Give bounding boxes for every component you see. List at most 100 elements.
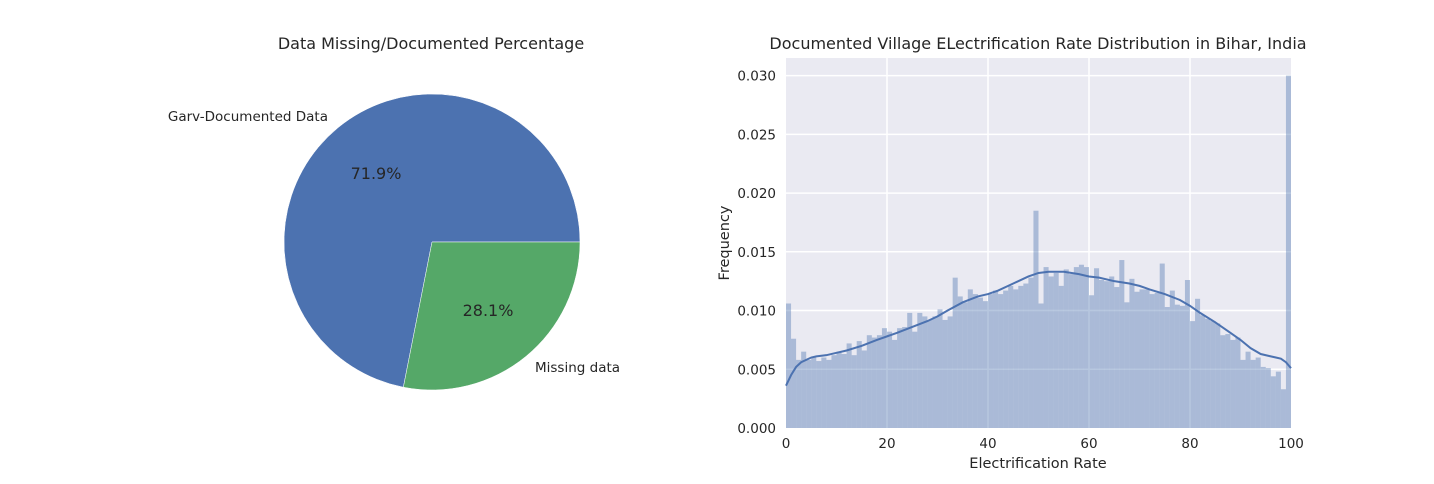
histogram-bar <box>1205 318 1211 428</box>
histogram-bar <box>1220 335 1226 428</box>
histogram-bar <box>1134 291 1140 428</box>
histogram-bar <box>851 355 857 428</box>
histogram-bar <box>811 357 817 428</box>
histogram-bar <box>1008 285 1014 428</box>
histogram-bar <box>1159 263 1165 428</box>
histogram-bar <box>902 326 908 428</box>
histogram-bar <box>982 301 988 428</box>
plot-area <box>786 58 1291 428</box>
y-tick-label: 0.030 <box>737 69 776 85</box>
histogram-bar <box>856 341 862 428</box>
histogram-bar <box>816 361 822 428</box>
histogram-bar <box>796 359 802 428</box>
histogram-bar <box>836 351 842 428</box>
pie-title: Data Missing/Documented Percentage <box>278 34 584 53</box>
histogram-bar <box>1250 359 1256 428</box>
histogram-bar <box>998 294 1004 428</box>
histogram-bar <box>932 316 938 428</box>
histogram-bar <box>831 355 837 428</box>
histogram-bar <box>1083 267 1089 428</box>
histogram-bar <box>1270 376 1276 428</box>
y-tick-label: 0.015 <box>737 245 776 261</box>
histogram-bar <box>947 316 953 428</box>
histogram-bar <box>826 359 832 428</box>
histogram-bar <box>922 316 928 428</box>
histogram-bar <box>1230 339 1236 428</box>
histogram-bar <box>972 294 978 428</box>
histogram-bar <box>897 328 903 428</box>
histogram-bar <box>1240 359 1246 428</box>
histogram-bar <box>1195 298 1201 428</box>
histogram-bars <box>786 75 1291 428</box>
histogram-bar <box>967 289 973 428</box>
histogram-bar <box>866 335 872 428</box>
histogram-bar <box>1255 357 1261 428</box>
x-tick-label: 20 <box>878 436 895 452</box>
histogram-bar <box>1063 269 1069 428</box>
histogram-bar <box>1164 307 1170 428</box>
histogram-bar <box>927 319 933 428</box>
histogram-bar <box>962 302 968 428</box>
histogram-bar <box>1215 323 1221 428</box>
histogram-bar <box>1023 283 1029 428</box>
histogram-bar <box>1053 272 1059 428</box>
histogram-bar <box>1094 268 1100 428</box>
pie-slices <box>283 93 581 391</box>
histogram-bar <box>1119 260 1125 428</box>
x-tick-label: 100 <box>1278 436 1304 452</box>
histogram-bar <box>993 290 999 428</box>
histogram-bar <box>1144 289 1150 428</box>
x-axis-label: Electrification Rate <box>969 456 1106 472</box>
histogram-bar <box>942 319 948 428</box>
histogram-bar <box>912 331 918 428</box>
histogram-bar <box>1068 274 1074 428</box>
histogram-bar <box>1169 290 1175 428</box>
histogram-bar <box>1235 337 1241 428</box>
histogram-bar <box>1028 277 1034 428</box>
histogram-bar <box>1013 289 1019 428</box>
histogram-bar <box>1245 351 1251 428</box>
histogram-chart: Documented Village ELectrification Rate … <box>717 34 1307 472</box>
histogram-bar <box>917 312 923 428</box>
histogram-bar <box>821 357 827 428</box>
histogram-bar <box>1129 278 1135 428</box>
pie-label-documented: Garv-Documented Data <box>168 109 328 125</box>
y-axis-label: Frequency <box>717 205 733 280</box>
histogram-title: Documented Village ELectrification Rate … <box>769 34 1306 53</box>
histogram-bar <box>1285 75 1291 428</box>
pie-pct-documented: 71.9% <box>351 164 402 183</box>
histogram-bar <box>876 335 882 428</box>
histogram-bar <box>887 331 893 428</box>
x-tick-labels: 0 20 40 60 80 100 <box>782 436 1304 452</box>
histogram-bar <box>806 359 812 428</box>
y-tick-label: 0.010 <box>737 304 776 320</box>
kde-line <box>785 270 1292 387</box>
pie-slice-missing <box>403 241 581 391</box>
histogram-bar <box>1225 334 1231 428</box>
histogram-bar <box>871 337 877 428</box>
histogram-bar <box>1058 285 1064 428</box>
histogram-bar <box>1265 368 1271 428</box>
pie-pct-missing: 28.1% <box>463 301 514 320</box>
x-tick-label: 40 <box>979 436 996 452</box>
histogram-bar <box>988 294 994 428</box>
histogram-bar <box>937 309 943 428</box>
y-tick-labels: 0.000 0.005 0.010 0.015 0.020 0.025 0.030 <box>737 69 776 437</box>
histogram-bar <box>1124 302 1130 428</box>
pie-chart: Data Missing/Documented Percentage Garv-… <box>168 34 620 391</box>
histogram-bar <box>786 303 792 428</box>
histogram-bar <box>1190 321 1196 428</box>
histogram-bar <box>1073 267 1079 428</box>
histogram-bar <box>1104 281 1110 428</box>
histogram-bar <box>907 312 913 428</box>
histogram-bar <box>841 354 847 428</box>
y-tick-label: 0.005 <box>737 362 776 378</box>
x-tick-label: 0 <box>782 436 791 452</box>
histogram-bar <box>1200 315 1206 428</box>
histogram-bar <box>1043 267 1049 428</box>
histogram-bar <box>1210 321 1216 428</box>
histogram-bar <box>1048 276 1054 428</box>
histogram-bar <box>1089 295 1095 428</box>
histogram-bar <box>1033 210 1039 428</box>
y-tick-label: 0.000 <box>737 421 776 437</box>
